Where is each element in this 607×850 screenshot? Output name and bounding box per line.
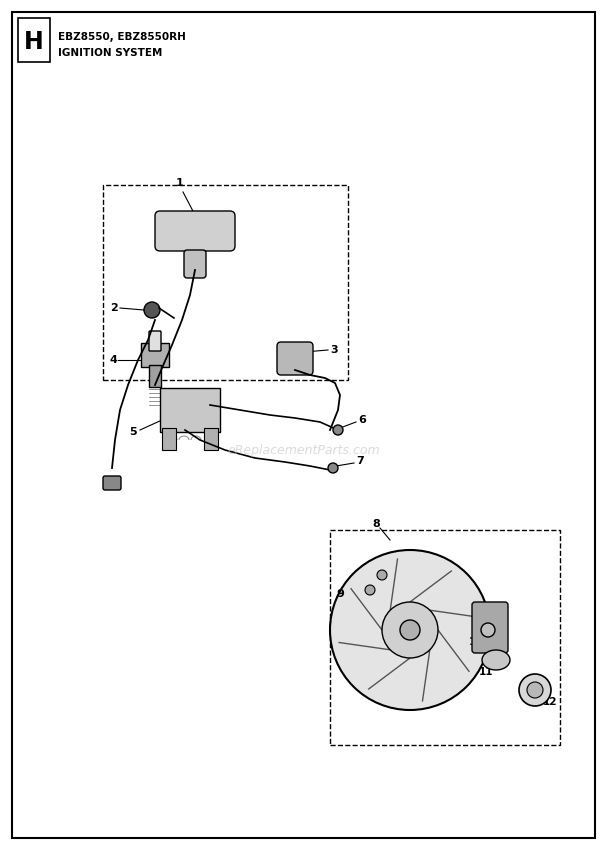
Circle shape xyxy=(333,425,343,435)
Text: 8: 8 xyxy=(372,519,380,529)
Text: 11: 11 xyxy=(479,667,493,677)
Text: 5: 5 xyxy=(129,427,137,437)
Circle shape xyxy=(400,620,420,640)
Circle shape xyxy=(481,623,495,637)
Bar xyxy=(162,428,176,450)
Text: 12: 12 xyxy=(543,697,557,707)
Circle shape xyxy=(377,570,387,580)
Bar xyxy=(204,428,218,450)
Text: 9: 9 xyxy=(336,589,344,599)
Text: IGNITION SYSTEM: IGNITION SYSTEM xyxy=(58,48,163,58)
FancyBboxPatch shape xyxy=(277,342,313,375)
FancyBboxPatch shape xyxy=(103,476,121,490)
Circle shape xyxy=(330,550,490,710)
FancyBboxPatch shape xyxy=(160,388,220,432)
Bar xyxy=(18,18,50,62)
Text: eReplacementParts.com: eReplacementParts.com xyxy=(227,444,380,456)
Text: 6: 6 xyxy=(358,415,366,425)
FancyBboxPatch shape xyxy=(149,331,161,351)
FancyBboxPatch shape xyxy=(141,343,169,367)
Ellipse shape xyxy=(482,650,510,670)
FancyBboxPatch shape xyxy=(184,250,206,278)
Text: 1: 1 xyxy=(176,178,184,188)
Circle shape xyxy=(382,602,438,658)
Text: H: H xyxy=(24,30,44,54)
FancyBboxPatch shape xyxy=(472,602,508,653)
Text: 4: 4 xyxy=(109,355,117,365)
Text: 2: 2 xyxy=(110,303,118,313)
Circle shape xyxy=(527,682,543,698)
Bar xyxy=(330,530,560,745)
Circle shape xyxy=(144,302,160,318)
Bar xyxy=(149,365,161,387)
Bar xyxy=(103,185,348,380)
Circle shape xyxy=(519,674,551,706)
Text: EBZ8550, EBZ8550RH: EBZ8550, EBZ8550RH xyxy=(58,32,186,42)
Text: 3: 3 xyxy=(330,345,338,355)
Text: 7: 7 xyxy=(356,456,364,466)
Text: 10: 10 xyxy=(469,637,483,647)
Circle shape xyxy=(365,585,375,595)
FancyBboxPatch shape xyxy=(155,211,235,251)
Circle shape xyxy=(328,463,338,473)
